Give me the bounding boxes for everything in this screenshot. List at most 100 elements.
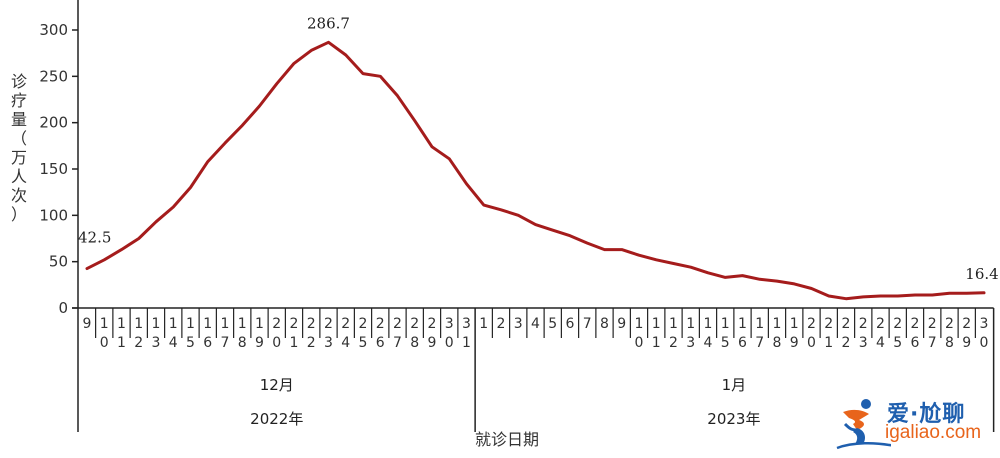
y-axis-title: 诊疗量（万人次） (8, 72, 30, 224)
x-tick-label: 9 (962, 335, 971, 351)
x-tick-label: 4 (169, 335, 178, 351)
y-axis-title-char: 次 (10, 186, 27, 205)
x-tick-label: 1 (134, 316, 143, 332)
x-tick-label: 4 (876, 335, 885, 351)
x-tick-label: 4 (341, 335, 350, 351)
x-tick-label: 1 (238, 316, 247, 332)
x-tick-label: 1 (117, 316, 126, 332)
x-tick-label: 0 (272, 335, 281, 351)
x-tick-label: 2 (341, 316, 350, 332)
x-tick-label: 3 (686, 335, 695, 351)
x-tick-label: 1 (479, 316, 488, 332)
x-tick-label: 4 (704, 335, 713, 351)
x-tick-label: 3 (514, 316, 523, 332)
x-tick-label: 4 (531, 316, 540, 332)
y-axis: 0 50 100 150 200 250 300 (39, 0, 79, 432)
x-tick-label: 2 (376, 316, 385, 332)
y-tick-label: 0 (58, 299, 68, 317)
y-axis-title-char: 万 (10, 148, 27, 167)
x-tick-label: 2 (307, 316, 316, 332)
x-tick-label: 1 (721, 316, 730, 332)
watermark-logo: 爱·尬聊 igaliao.com (835, 394, 995, 450)
x-tick-label: 2 (928, 316, 937, 332)
x-tick-label: 8 (773, 335, 782, 351)
year-label: 2023年 (707, 410, 760, 428)
x-tick-label: 3 (980, 316, 989, 332)
x-tick-label: 6 (566, 316, 575, 332)
x-tick-label: 1 (169, 316, 178, 332)
y-axis-title-char: ） (10, 205, 27, 224)
year-label: 2022年 (250, 410, 303, 428)
x-tick-label: 8 (600, 316, 609, 332)
x-tick-label: 9 (428, 335, 437, 351)
x-tick-label: 8 (945, 335, 954, 351)
x-tick-label: 1 (203, 316, 212, 332)
x-tick-label: 1 (704, 316, 713, 332)
x-tick-label: 2 (428, 316, 437, 332)
x-tick-label: 5 (721, 335, 730, 351)
x-tick-label: 3 (462, 316, 471, 332)
x-tick-label: 7 (928, 335, 937, 351)
data-label: 286.7 (307, 14, 350, 32)
x-tick-label: 1 (669, 316, 678, 332)
x-tick-label: 9 (790, 335, 799, 351)
x-tick-label: 5 (186, 335, 195, 351)
x-tick-label: 2 (911, 316, 920, 332)
month-label: 12月 (260, 376, 294, 394)
x-tick-label: 2 (876, 316, 885, 332)
month-label: 1月 (722, 376, 747, 394)
x-tick-label: 8 (238, 335, 247, 351)
x-tick-label: 2 (393, 316, 402, 332)
x-axis: 9 101112131415161718192021222324252627282… (72, 307, 995, 432)
x-tick-label: 2 (893, 316, 902, 332)
x-tick-label: 3 (445, 316, 454, 332)
x-tick-label: 6 (738, 335, 747, 351)
x-tick-label: 7 (221, 335, 230, 351)
x-tick-label: 2 (945, 316, 954, 332)
x-tick-label: 1 (652, 335, 661, 351)
y-axis-title-char: 疗 (10, 91, 27, 110)
x-axis-title: 就诊日期 (475, 430, 540, 449)
x-tick-label: 2 (359, 316, 368, 332)
x-tick-label: 1 (152, 316, 161, 332)
x-tick-label: 5 (548, 316, 557, 332)
x-tick-label: 3 (324, 335, 333, 351)
y-tick-label: 300 (39, 21, 68, 39)
x-tick-label: 1 (790, 316, 799, 332)
y-axis-title-char: （ (10, 129, 27, 148)
y-tick-label: 250 (39, 67, 68, 85)
x-tick-label: 2 (497, 316, 506, 332)
x-tick-label: 1 (290, 335, 299, 351)
x-tick-label: 1 (221, 316, 230, 332)
x-tick-label: 1 (738, 316, 747, 332)
x-tick-label: 1 (100, 316, 109, 332)
x-tick-label: 9 (617, 316, 626, 332)
watermark-text-cn: 爱·尬聊 (887, 402, 966, 427)
x-tick-label: 7 (393, 335, 402, 351)
x-tick-label: 1 (773, 316, 782, 332)
y-axis-title-char: 人 (10, 167, 27, 186)
x-tick-label: 2 (307, 335, 316, 351)
x-tick-label: 7 (583, 316, 592, 332)
x-tick-label: 7 (755, 335, 764, 351)
x-tick-label: 2 (669, 335, 678, 351)
x-tick-label: 1 (255, 316, 264, 332)
x-tick-label: 1 (117, 335, 126, 351)
x-tick-label: 0 (807, 335, 816, 351)
series-line (85, 40, 986, 301)
y-axis-title-char: 量 (10, 110, 27, 129)
y-tick-label: 200 (39, 114, 68, 132)
x-tick-label: 1 (652, 316, 661, 332)
x-tick-label: 1 (186, 316, 195, 332)
x-tick-label: 6 (911, 335, 920, 351)
x-tick-label: 6 (203, 335, 212, 351)
x-tick-label: 0 (980, 335, 989, 351)
x-tick-label: 0 (100, 335, 109, 351)
x-tick-label: 9 (83, 316, 92, 332)
x-tick-label: 1 (462, 335, 471, 351)
x-tick-label: 0 (635, 335, 644, 351)
x-tick-label: 2 (842, 335, 851, 351)
x-tick-label: 2 (410, 316, 419, 332)
x-tick-label: 1 (755, 316, 764, 332)
